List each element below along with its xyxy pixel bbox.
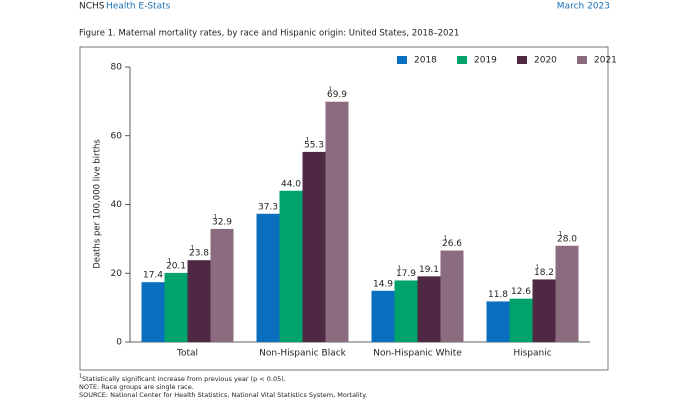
- significance-marker: 1: [536, 264, 540, 271]
- date: March 2023: [557, 2, 610, 12]
- bar: [210, 228, 234, 342]
- value-label: 11.8: [488, 290, 508, 300]
- significance-marker: 1: [444, 235, 448, 242]
- x-tick-label: Non-Hispanic White: [373, 349, 462, 359]
- legend-swatch: [457, 56, 467, 64]
- significance-marker: 1: [398, 265, 402, 272]
- significance-marker: 1: [306, 136, 310, 143]
- bar: [394, 280, 418, 342]
- value-label: 69.9: [327, 90, 347, 100]
- significance-marker: 1: [191, 245, 195, 252]
- bar: [440, 250, 464, 342]
- y-tick-label: 20: [111, 269, 123, 279]
- x-tick-label: Hispanic: [513, 349, 551, 359]
- y-tick-label: 40: [111, 200, 123, 210]
- value-label: 17.9: [396, 269, 416, 279]
- bar: [555, 245, 579, 342]
- footnote: SOURCE: National Center for Health Stati…: [79, 391, 367, 399]
- legend-label: 2019: [474, 56, 497, 66]
- significance-marker: 1: [214, 213, 218, 220]
- bar: [417, 276, 441, 342]
- value-label: 18.2: [534, 268, 554, 278]
- note-marker: 1: [79, 374, 82, 380]
- value-label: 17.4: [143, 271, 163, 281]
- y-tick-label: 80: [111, 63, 123, 73]
- legend-label: 2021: [594, 56, 617, 66]
- chart-frame: [79, 46, 609, 371]
- legend-swatch: [577, 56, 587, 64]
- bar: [256, 213, 280, 342]
- y-tick-label: 60: [111, 131, 123, 141]
- bar: [371, 290, 395, 342]
- value-label: 28.0: [557, 234, 577, 244]
- significance-marker: 1: [329, 86, 333, 93]
- value-label: 20.1: [166, 261, 186, 271]
- legend-label: 2020: [534, 56, 557, 66]
- significance-marker: 1: [559, 230, 563, 237]
- legend-swatch: [517, 56, 527, 64]
- value-label: 55.3: [304, 140, 324, 150]
- bar: [279, 190, 303, 342]
- value-label: 37.3: [258, 202, 278, 212]
- value-label: 23.8: [189, 249, 209, 259]
- value-label: 19.1: [419, 265, 439, 275]
- agency: NCHS: [79, 2, 105, 12]
- bar: [486, 301, 510, 342]
- x-tick-label: Non-Hispanic Black: [259, 349, 347, 359]
- chart-title: Figure 1. Maternal mortality rates, by r…: [79, 29, 459, 39]
- bar: [164, 272, 188, 342]
- bar: [509, 298, 533, 342]
- x-tick-label: Total: [176, 349, 198, 359]
- y-axis-label: Deaths per 100,000 live births: [93, 139, 103, 269]
- y-tick-label: 0: [116, 338, 122, 348]
- value-label: 44.0: [281, 179, 301, 189]
- bar: [187, 260, 211, 342]
- legend-swatch: [397, 56, 407, 64]
- value-label: 14.9: [373, 279, 393, 289]
- footnote: Statistically significant increase from …: [82, 375, 286, 383]
- bar: [302, 151, 326, 342]
- value-label: 12.6: [511, 287, 531, 297]
- bar: [532, 279, 556, 342]
- value-label: 32.9: [212, 217, 232, 227]
- significance-marker: 1: [168, 257, 172, 264]
- footnote: NOTE: Race groups are single race.: [79, 383, 194, 391]
- legend-label: 2018: [414, 56, 437, 66]
- value-label: 26.6: [442, 239, 462, 249]
- bar: [141, 282, 165, 342]
- bar: [325, 101, 349, 342]
- series-name[interactable]: Health E-Stats: [106, 2, 171, 12]
